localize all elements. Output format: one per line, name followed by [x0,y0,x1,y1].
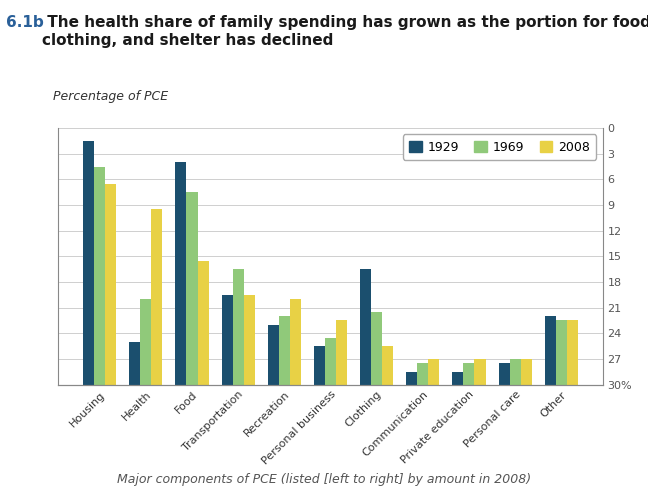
Bar [279,316,290,385]
Bar [567,320,578,385]
Bar [176,162,187,385]
Bar [222,295,233,385]
Bar [105,184,116,385]
Bar [244,295,255,385]
Text: Percentage of PCE: Percentage of PCE [53,90,168,103]
Bar [314,346,325,385]
Bar [463,363,474,385]
Bar [83,141,94,385]
Bar [520,359,532,385]
Bar [336,320,347,385]
Bar [474,359,485,385]
Bar [268,325,279,385]
Bar [325,338,336,385]
Bar [498,363,509,385]
Bar [187,192,198,385]
Legend: 1929, 1969, 2008: 1929, 1969, 2008 [403,135,596,160]
Bar [360,269,371,385]
Bar [141,299,152,385]
Bar [428,359,439,385]
Bar [556,320,567,385]
Bar [406,372,417,385]
Bar [94,167,105,385]
Bar [382,346,393,385]
Bar [452,372,463,385]
Text: 6.1b: 6.1b [6,15,44,30]
Bar [417,363,428,385]
Bar [198,261,209,385]
Bar [290,299,301,385]
Bar [233,269,244,385]
Text: The health share of family spending has grown as the portion for food,
clothing,: The health share of family spending has … [42,15,648,48]
Bar [545,316,556,385]
Text: Major components of PCE (listed [left to right] by amount in 2008): Major components of PCE (listed [left to… [117,473,531,486]
Bar [152,210,163,385]
Bar [509,359,520,385]
Bar [371,312,382,385]
Bar [129,342,141,385]
